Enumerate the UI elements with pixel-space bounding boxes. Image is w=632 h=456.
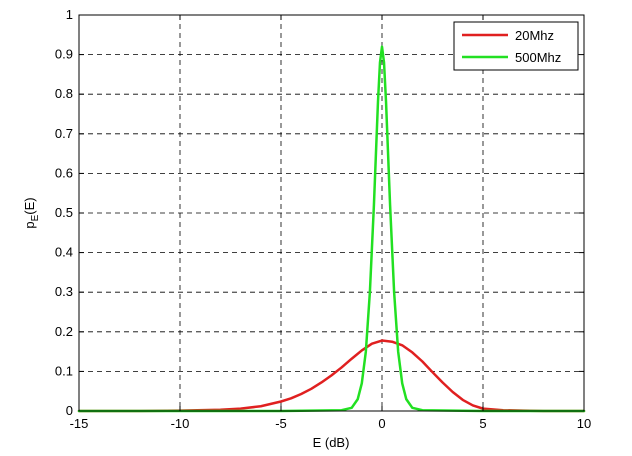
y-tick-label: 0.2	[55, 324, 73, 339]
y-axis-title-sub: E	[30, 214, 41, 221]
y-axis-title-suffix: (E)	[22, 197, 37, 214]
series-lines	[77, 45, 586, 413]
y-tick-label: 0.9	[55, 47, 73, 62]
y-tick-label: 0.4	[55, 245, 73, 260]
x-tick-label: 0	[378, 416, 385, 431]
series-line-500mhz	[77, 45, 586, 413]
y-tick-label: 0	[66, 403, 73, 418]
x-tick-label: -15	[70, 416, 89, 431]
y-axis-title-main: p	[22, 221, 37, 228]
series-line-20mhz	[77, 339, 586, 413]
x-tick-label: -10	[171, 416, 190, 431]
axis-ticks: -15 -10 -5 0 5 10 0 0.1 0.2 0.3 0.4 0.5 0.6 0.7 0.8 0.9…	[55, 7, 591, 431]
legend: 20Mhz 500Mhz	[453, 21, 579, 71]
y-axis-title: pE(E)	[22, 197, 41, 228]
y-tick-label: 0.7	[55, 126, 73, 141]
legend-label-500mhz: 500Mhz	[515, 50, 561, 65]
x-axis-title: E (dB)	[313, 435, 350, 450]
x-tick-label: -5	[275, 416, 287, 431]
y-tick-label: 0.6	[55, 165, 73, 180]
y-tick-label: 0.1	[55, 363, 73, 378]
x-tick-label: 10	[577, 416, 591, 431]
x-tick-label: 5	[479, 416, 486, 431]
svg-text:pE(E): pE(E)	[22, 197, 41, 228]
y-tick-label: 0.8	[55, 86, 73, 101]
legend-box	[453, 21, 579, 71]
legend-label-20mhz: 20Mhz	[515, 28, 554, 43]
y-tick-label: 1	[66, 7, 73, 22]
y-tick-label: 0.5	[55, 205, 73, 220]
grid	[79, 15, 584, 411]
y-tick-label: 0.3	[55, 284, 73, 299]
